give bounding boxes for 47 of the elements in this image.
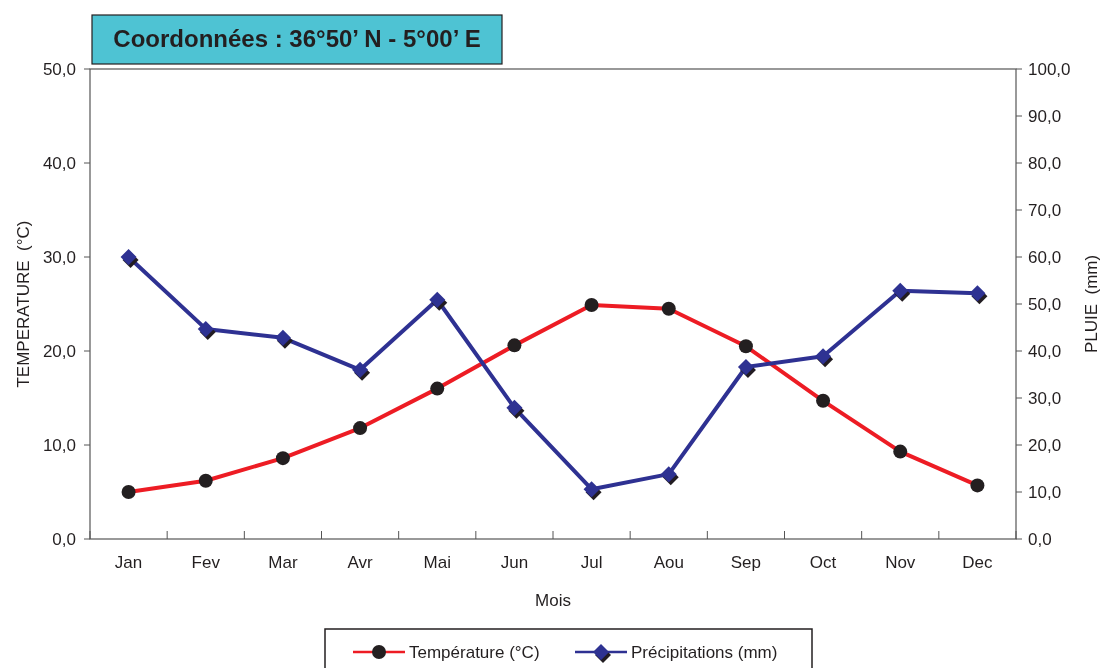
y2-tick-label: 40,0 xyxy=(1028,341,1062,361)
y2-tick-label: 70,0 xyxy=(1028,200,1062,220)
x-tick-label: Aou xyxy=(653,553,684,572)
x-tick-label: Mar xyxy=(268,553,298,572)
y2-tick-label: 20,0 xyxy=(1028,435,1062,455)
point xyxy=(120,249,137,265)
point xyxy=(815,348,832,365)
y2-tick-label: 80,0 xyxy=(1028,153,1062,173)
y2-tick-label: 100,0 xyxy=(1028,59,1071,79)
point xyxy=(429,291,446,308)
x-tick-label: Jul xyxy=(580,553,603,572)
y2-tick-label: 50,0 xyxy=(1028,294,1062,314)
y-axis-title: TEMPERATURE (°C) xyxy=(14,220,33,388)
point xyxy=(660,466,677,483)
x-tick-label: Nov xyxy=(885,553,916,572)
x-tick-label: Oct xyxy=(809,553,837,572)
y-tick-label: 10,0 xyxy=(42,435,76,455)
y-tick-label: 0,0 xyxy=(52,529,76,549)
y2-tick-label: 60,0 xyxy=(1028,247,1062,267)
x-tick-label: Fev xyxy=(191,553,221,572)
point xyxy=(506,399,523,416)
point xyxy=(274,329,291,346)
legend-label: Température (°C) xyxy=(409,642,540,662)
x-tick-label: Dec xyxy=(962,553,994,572)
y2-tick-label: 0,0 xyxy=(1028,529,1052,549)
y-tick-label: 30,0 xyxy=(42,247,76,267)
x-tick-label: Sep xyxy=(730,553,762,572)
x-axis-title: Mois xyxy=(535,591,571,610)
y2-tick-label: 10,0 xyxy=(1028,482,1062,502)
point xyxy=(197,320,214,337)
x-tick-label: Jun xyxy=(500,553,529,572)
x-tick-label: Mai xyxy=(423,553,451,572)
point xyxy=(892,282,909,299)
point xyxy=(737,358,754,375)
point xyxy=(969,285,986,302)
y-tick-label: 50,0 xyxy=(42,59,76,79)
y2-tick-label: 90,0 xyxy=(1028,106,1062,126)
point xyxy=(583,481,600,498)
chart-title: Coordonnées : 36°50’ N - 5°00’ E xyxy=(113,25,481,52)
y2-tick-label: 30,0 xyxy=(1028,388,1062,408)
x-tick-label: Jan xyxy=(114,553,143,572)
y-tick-label: 40,0 xyxy=(42,153,76,173)
legend-label: Précipitations (mm) xyxy=(631,642,778,662)
point xyxy=(352,361,369,378)
y2-axis-title: PLUIE (mm) xyxy=(1082,254,1100,354)
x-tick-label: Avr xyxy=(347,553,374,572)
y-tick-label: 20,0 xyxy=(42,341,76,361)
